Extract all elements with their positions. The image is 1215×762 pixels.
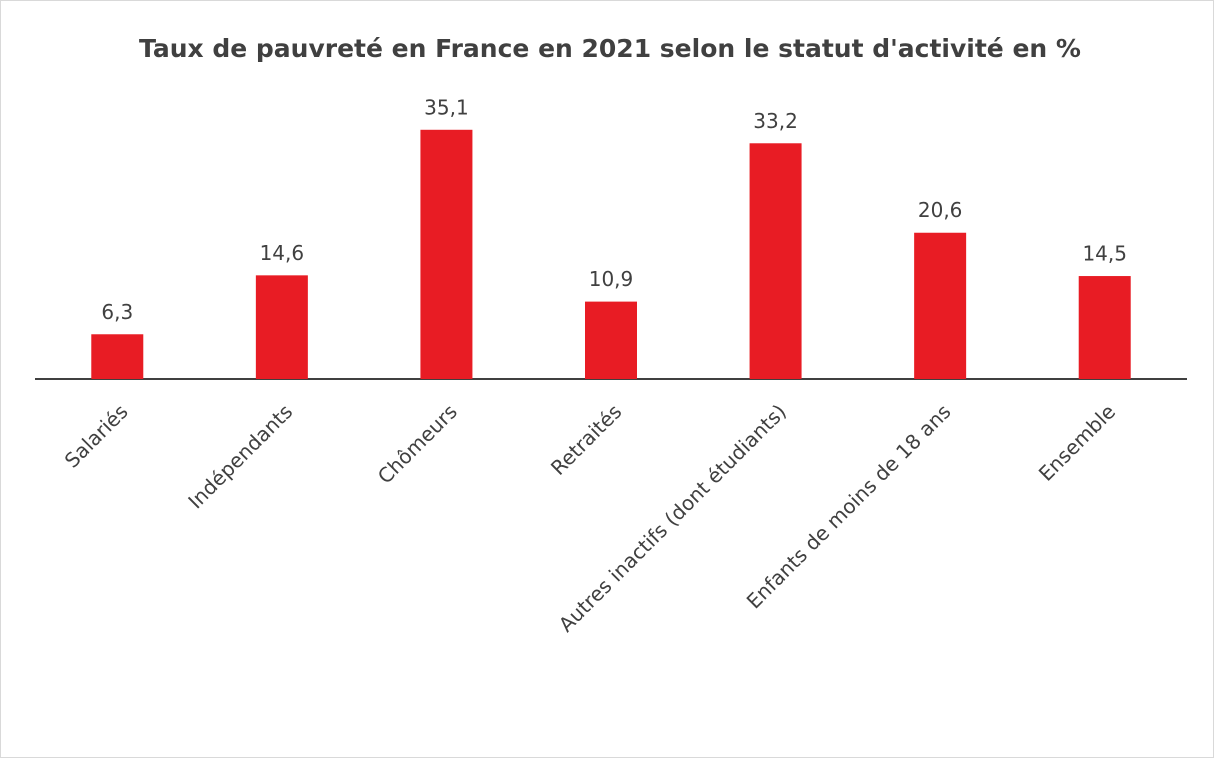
data-label: 14,6 (260, 241, 305, 265)
bar (1078, 276, 1131, 379)
data-label: 6,3 (101, 300, 133, 324)
bar (914, 232, 967, 379)
bar (585, 301, 637, 379)
bar (91, 334, 144, 379)
bar (420, 129, 473, 379)
bar (255, 275, 308, 379)
data-label: 20,6 (918, 198, 963, 222)
data-label: 33,2 (753, 109, 798, 133)
data-label: 35,1 (424, 95, 469, 119)
chart-title: Taux de pauvreté en France en 2021 selon… (139, 34, 1081, 63)
data-label: 14,5 (1082, 242, 1127, 266)
bar (749, 143, 802, 379)
data-label: 10,9 (589, 267, 634, 291)
